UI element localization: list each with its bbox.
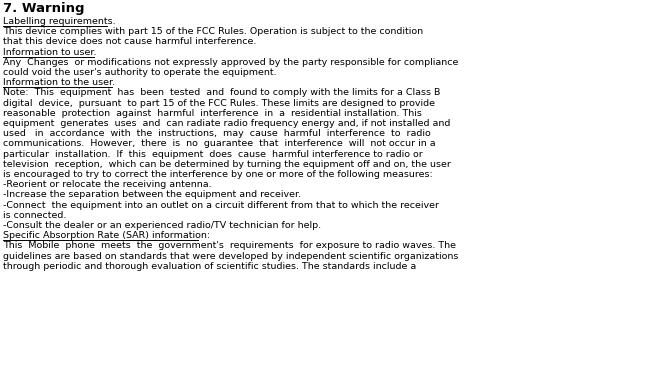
Text: -Increase the separation between the equipment and receiver.: -Increase the separation between the equ… <box>3 190 301 199</box>
Text: reasonable  protection  against  harmful  interference  in  a  residential insta: reasonable protection against harmful in… <box>3 109 422 118</box>
Text: -Reorient or relocate the receiving antenna.: -Reorient or relocate the receiving ante… <box>3 180 212 189</box>
Text: used   in  accordance  with  the  instructions,  may  cause  harmful  interferen: used in accordance with the instructions… <box>3 129 431 138</box>
Text: Information to the user.: Information to the user. <box>3 78 115 87</box>
Text: communications.  However,  there  is  no  guarantee  that  interference  will  n: communications. However, there is no gua… <box>3 139 436 148</box>
Text: guidelines are based on standards that were developed by independent scientific : guidelines are based on standards that w… <box>3 252 458 260</box>
Text: Note:  This  equipment  has  been  tested  and  found to comply with the limits : Note: This equipment has been tested and… <box>3 88 440 98</box>
Text: -Connect  the equipment into an outlet on a circuit different from that to which: -Connect the equipment into an outlet on… <box>3 200 439 210</box>
Text: This device complies with part 15 of the FCC Rules. Operation is subject to the : This device complies with part 15 of the… <box>3 27 423 36</box>
Text: Any  Changes  or modifications not expressly approved by the party responsible f: Any Changes or modifications not express… <box>3 58 458 67</box>
Text: particular  installation.  If  this  equipment  does  cause  harmful interferenc: particular installation. If this equipme… <box>3 150 422 159</box>
Text: This  Mobile  phone  meets  the  government's  requirements  for exposure to rad: This Mobile phone meets the government's… <box>3 241 456 250</box>
Text: television  reception,  which can be determined by turning the equipment off and: television reception, which can be deter… <box>3 160 451 169</box>
Text: digital  device,  pursuant  to part 15 of the FCC Rules. These limits are design: digital device, pursuant to part 15 of t… <box>3 99 435 108</box>
Text: Specific Absorption Rate (SAR) information:: Specific Absorption Rate (SAR) informati… <box>3 231 210 240</box>
Text: through periodic and thorough evaluation of scientific studies. The standards in: through periodic and thorough evaluation… <box>3 262 416 271</box>
Text: Information to user.: Information to user. <box>3 48 96 57</box>
Text: -Consult the dealer or an experienced radio/TV technician for help.: -Consult the dealer or an experienced ra… <box>3 221 321 230</box>
Text: could void the user's authority to operate the equipment.: could void the user's authority to opera… <box>3 68 276 77</box>
Text: that this device does not cause harmful interference.: that this device does not cause harmful … <box>3 38 256 46</box>
Text: is encouraged to try to correct the interference by one or more of the following: is encouraged to try to correct the inte… <box>3 170 433 179</box>
Text: Labelling requirements.: Labelling requirements. <box>3 17 115 26</box>
Text: equipment  generates  uses  and  can radiate radio frequency energy and, if not : equipment generates uses and can radiate… <box>3 119 451 128</box>
Text: is connected.: is connected. <box>3 211 67 220</box>
Text: 7. Warning: 7. Warning <box>3 2 85 15</box>
